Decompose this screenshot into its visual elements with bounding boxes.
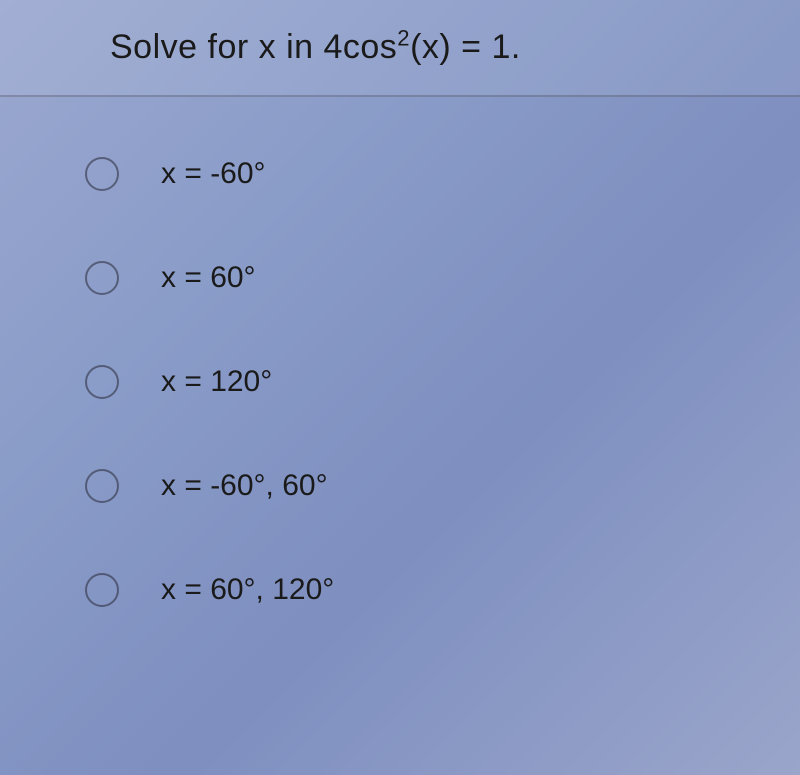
option-row[interactable]: x = -60° — [85, 157, 800, 191]
option-label: x = 120° — [161, 365, 272, 399]
option-label: x = -60° — [161, 157, 266, 191]
options-group: x = -60° x = 60° x = 120° x = -60°, 60° … — [0, 157, 800, 607]
radio-button[interactable] — [85, 573, 119, 607]
radio-button[interactable] — [85, 157, 119, 191]
option-label: x = 60°, 120° — [161, 573, 334, 607]
question-header: Solve for x in 4cos2(x) = 1. — [0, 0, 800, 97]
radio-button[interactable] — [85, 261, 119, 295]
option-row[interactable]: x = -60°, 60° — [85, 469, 800, 503]
option-label: x = -60°, 60° — [161, 469, 328, 503]
option-label: x = 60° — [161, 261, 256, 295]
option-row[interactable]: x = 120° — [85, 365, 800, 399]
question-text: Solve for x in 4cos2(x) = 1. — [110, 28, 760, 67]
option-row[interactable]: x = 60° — [85, 261, 800, 295]
radio-button[interactable] — [85, 365, 119, 399]
radio-button[interactable] — [85, 469, 119, 503]
option-row[interactable]: x = 60°, 120° — [85, 573, 800, 607]
